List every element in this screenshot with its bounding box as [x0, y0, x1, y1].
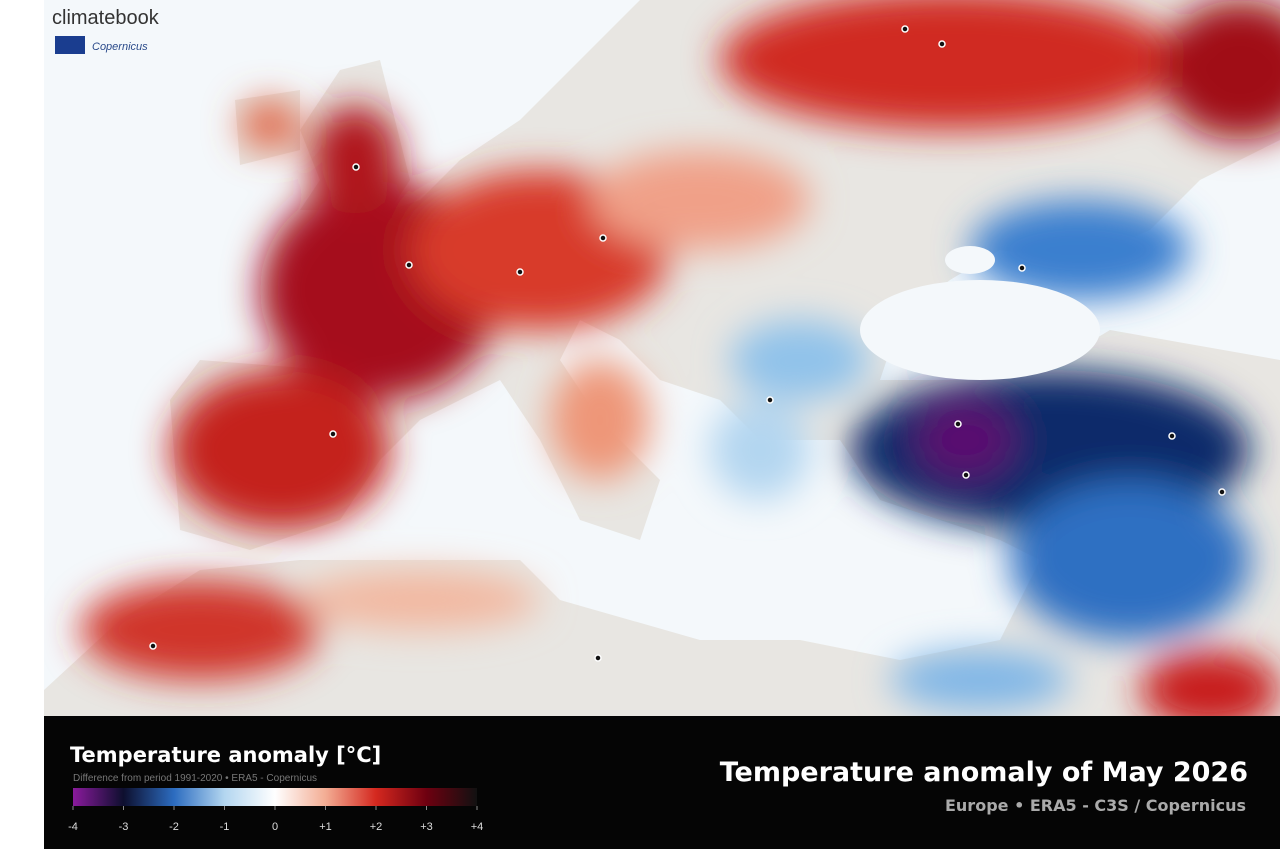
colorbar-tick-label: +4 — [471, 821, 484, 833]
colorbar-tick-label: -3 — [119, 821, 129, 833]
eu-flag — [55, 36, 85, 54]
map-subtitle: Europe • ERA5 - C3S / Copernicus — [945, 796, 1246, 815]
map-title: Temperature anomaly of May 2026 — [720, 757, 1248, 788]
legend-title: Temperature anomaly [°C] — [70, 743, 381, 767]
colorbar — [73, 788, 477, 806]
colorbar-tick-label: -2 — [169, 821, 179, 833]
partner-logo: Copernicus — [92, 41, 148, 53]
colorbar-tick-label: 0 — [272, 821, 278, 833]
land — [44, 0, 1280, 716]
colorbar-tick-label: -4 — [68, 821, 78, 833]
colorbar-tick-label: -1 — [220, 821, 230, 833]
colorbar-tick-label: +2 — [370, 821, 383, 833]
footer-panel — [44, 716, 1280, 849]
colorbar-tick-label: +3 — [420, 821, 433, 833]
city-dots — [149, 25, 1226, 662]
brand-logo: climatebook — [52, 7, 160, 29]
legend-subtitle: Difference from period 1991-2020 • ERA5 … — [73, 773, 317, 784]
colorbar-tick-label: +1 — [319, 821, 332, 833]
black-sea — [860, 280, 1100, 380]
azov-sea — [945, 246, 995, 274]
